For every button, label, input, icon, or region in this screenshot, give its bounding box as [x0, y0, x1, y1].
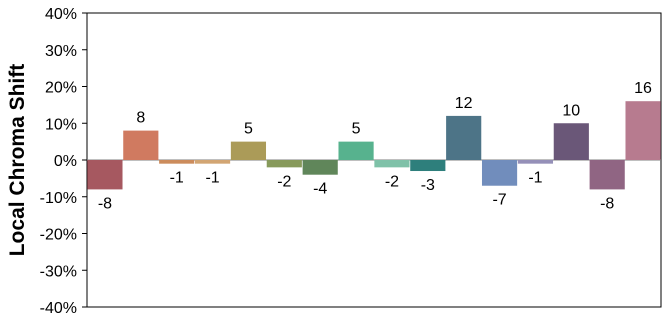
bar-data-label: -3	[421, 177, 435, 194]
bar	[87, 160, 123, 190]
y-tick-label: 30%	[45, 43, 77, 60]
bar	[194, 160, 231, 164]
bar	[481, 160, 518, 186]
bar	[266, 160, 302, 168]
bar-data-label: -7	[492, 192, 506, 209]
y-tick-label: -20%	[40, 227, 77, 244]
bar-data-label: -1	[528, 170, 542, 187]
bar	[230, 141, 267, 160]
bar-data-label: 12	[455, 95, 473, 112]
bar	[553, 123, 589, 160]
bar	[302, 160, 338, 175]
y-tick-label: 40%	[45, 6, 77, 23]
bar	[446, 115, 482, 160]
bar-data-label: -1	[170, 170, 184, 187]
y-axis-title: Local Chroma Shift	[6, 64, 29, 257]
bar	[517, 160, 554, 164]
y-tick-label: -40%	[40, 300, 77, 317]
bar	[338, 141, 374, 160]
bar-data-label: -2	[385, 173, 399, 190]
bars	[87, 101, 661, 190]
y-axis: -40% -30% -20% -10% 0% 10% 20% 30% 40%	[40, 6, 87, 317]
bar	[123, 130, 159, 160]
bar	[374, 160, 410, 168]
bar-data-label: 8	[136, 110, 145, 127]
bar-data-label: -2	[277, 173, 291, 190]
bar-data-label: -1	[205, 170, 219, 187]
bar-data-label: 10	[562, 102, 580, 119]
bar-data-label: -8	[600, 195, 614, 212]
bar-data-label: 5	[352, 121, 361, 138]
bar-data-label: 5	[244, 121, 253, 138]
bar	[625, 101, 661, 160]
y-tick-label: 0%	[54, 153, 77, 170]
y-tick-label: 10%	[45, 116, 77, 133]
y-tick-label: -10%	[40, 190, 77, 207]
bar-data-label: -4	[313, 181, 327, 198]
bar-data-label: 16	[634, 80, 652, 97]
bar	[159, 160, 195, 164]
bar-data-label: -8	[98, 195, 112, 212]
y-tick-label: 20%	[45, 80, 77, 97]
y-tick-label: -30%	[40, 263, 77, 280]
bar	[589, 160, 625, 190]
bar	[410, 160, 446, 172]
data-labels: -8 8 -1 -1 5 -2 -4 5 -2 -3 12 -7 -1 10 -8 16	[98, 80, 652, 212]
